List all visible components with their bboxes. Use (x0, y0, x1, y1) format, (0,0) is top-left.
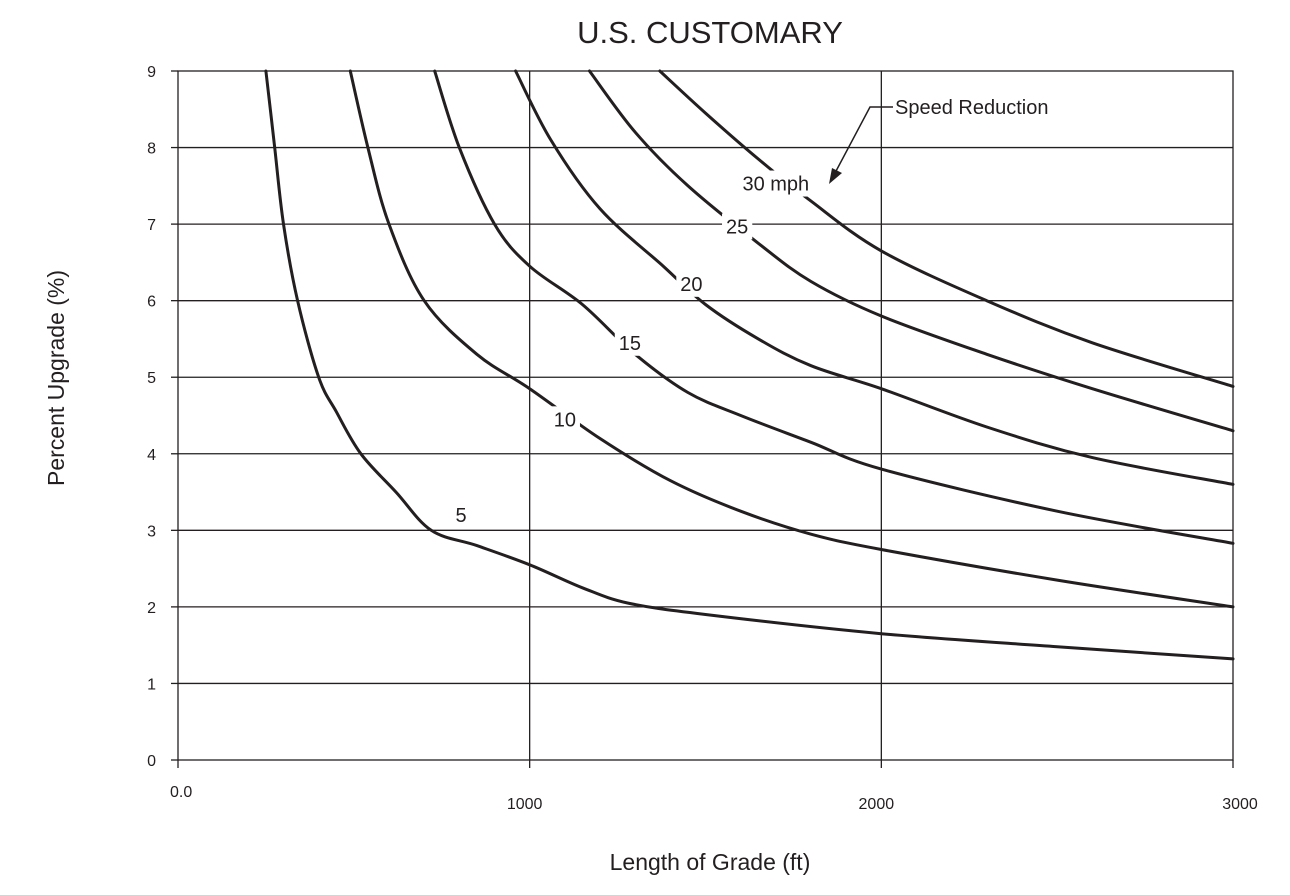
series-line-10-mph (348, 69, 1235, 609)
grid (178, 71, 1233, 760)
y-tick-label-0: 0 (147, 753, 156, 770)
series-label-30-mph: 30 mph (738, 170, 814, 197)
series-label-bg-10-mph (549, 406, 580, 433)
series-label-bg-30-mph (738, 170, 814, 197)
y-tick-label-4: 4 (147, 447, 156, 464)
chart-title: U.S. CUSTOMARY (577, 15, 843, 50)
annotation-arrowhead (829, 168, 842, 184)
series-line-20-mph (514, 69, 1235, 486)
series-label-bg-15-mph (614, 329, 646, 356)
series-lines (264, 69, 1235, 661)
series-label-text-30-mph: 30 mph (742, 174, 809, 196)
series-label-5-mph: 5 (451, 502, 471, 529)
series-labels: 5 10 15 20 25 30 mph (451, 170, 814, 529)
y-tick-label-6: 6 (147, 294, 156, 311)
series-label-text-20-mph: 20 (680, 274, 702, 296)
y-tick-label-8: 8 (147, 141, 156, 158)
speed-reduction-annotation: Speed Reduction (829, 97, 1048, 184)
series-label-bg-25-mph (722, 213, 753, 240)
y-tick-label-9: 9 (147, 64, 156, 81)
x-tick-label-3000: 3000 (1222, 796, 1258, 813)
x-axis-label: Length of Grade (ft) (610, 849, 811, 875)
annotation-leader-line (834, 106, 893, 174)
plot-frame (177, 70, 1234, 761)
y-tick-label-2: 2 (147, 600, 156, 617)
y-tick-label-7: 7 (147, 217, 156, 234)
series-label-25-mph: 25 (722, 213, 753, 240)
series-label-bg-5-mph (451, 502, 471, 529)
y-tick-label-1: 1 (147, 676, 156, 693)
y-tick-label-5: 5 (147, 370, 156, 387)
series-label-bg-20-mph (676, 270, 707, 297)
series-label-text-25-mph: 25 (726, 216, 748, 238)
series-line-15-mph (433, 69, 1235, 545)
series-label-text-10-mph: 10 (554, 409, 576, 431)
series-label-20-mph: 20 (676, 270, 707, 297)
plot-area-border (177, 70, 1234, 761)
axis-ticks: 0 1 2 3 4 5 6 7 8 9 0.0 1000 2000 3000 (147, 64, 1258, 813)
series-label-15-mph: 15 (614, 329, 646, 356)
series-label-10-mph: 10 (549, 406, 580, 433)
y-tick-label-3: 3 (147, 523, 156, 540)
series-line-5-mph (264, 69, 1235, 661)
y-axis-label: Percent Upgrade (%) (43, 270, 69, 486)
annotation-text: Speed Reduction (895, 97, 1048, 119)
x-tick-label-0: 0.0 (170, 784, 192, 801)
x-tick-label-2000: 2000 (859, 796, 895, 813)
series-label-text-5-mph: 5 (456, 505, 467, 527)
series-line-30-mph (658, 69, 1235, 388)
series-label-text-15-mph: 15 (619, 333, 641, 355)
x-tick-label-1000: 1000 (507, 796, 543, 813)
series-line-25-mph (588, 69, 1235, 433)
